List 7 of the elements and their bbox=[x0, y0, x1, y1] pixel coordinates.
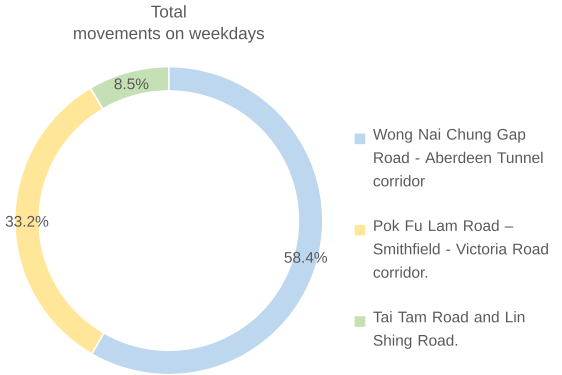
chart-title: Total bbox=[151, 4, 186, 18]
data-label: 58.4% bbox=[284, 252, 328, 263]
legend-label: Wong Nai Chung Gap Road - Aberdeen Tunnel corridor bbox=[372, 128, 543, 186]
legend-label: Tai Tam Road and Lin Shing Road. bbox=[373, 310, 524, 349]
legend-label: Pok Fu Lam Road – Smithfield - Victoria Road corridor. bbox=[374, 220, 548, 278]
data-label: 8.5% bbox=[114, 78, 148, 90]
chart-subtitle: movements on weekdays bbox=[74, 26, 264, 42]
